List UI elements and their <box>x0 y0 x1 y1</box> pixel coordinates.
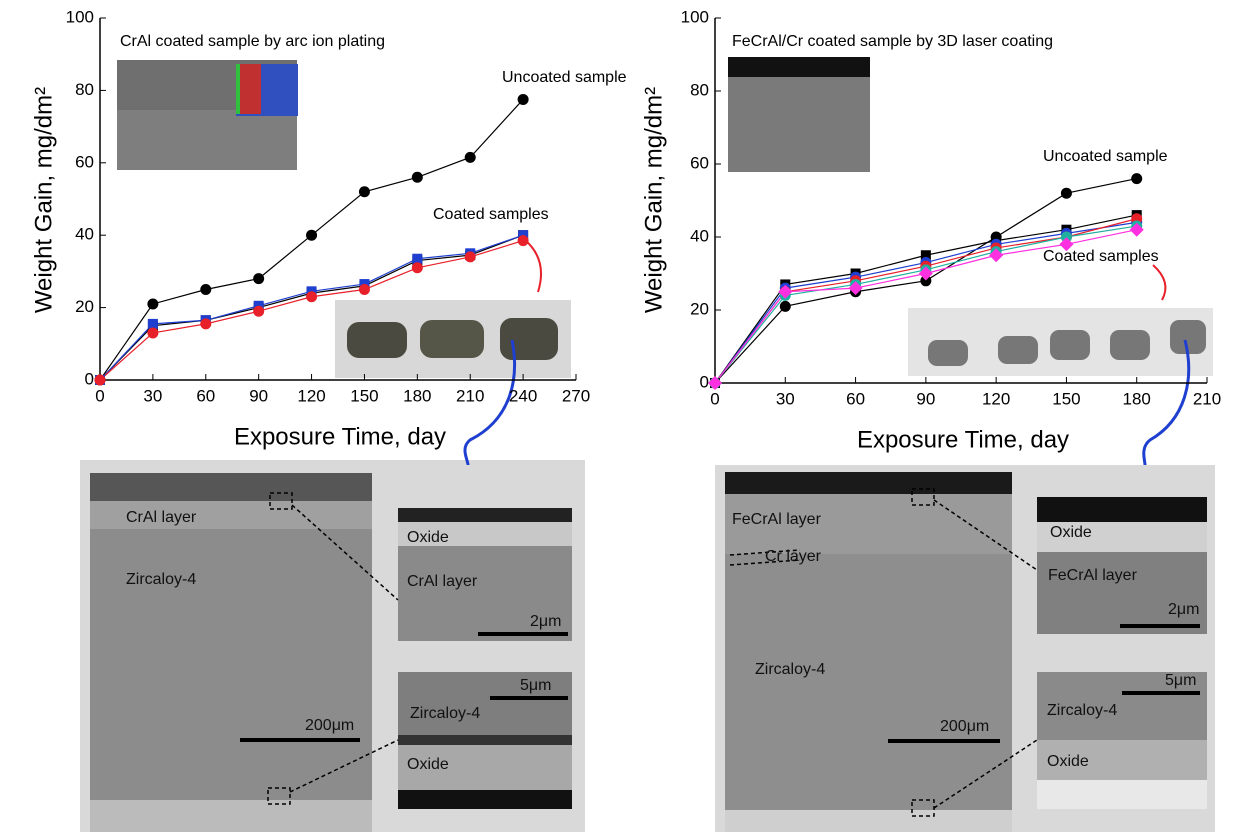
marker <box>517 235 529 247</box>
micrograph-label: Zircaloy-4 <box>755 661 825 678</box>
marker <box>848 281 863 296</box>
y-tick-label: 60 <box>690 153 709 172</box>
marker <box>200 318 212 330</box>
marker <box>920 250 931 261</box>
marker <box>920 275 932 287</box>
marker <box>412 253 423 264</box>
marker <box>464 251 476 263</box>
marker <box>1131 173 1143 185</box>
x-tick-label: 60 <box>846 389 865 408</box>
annotation: Uncoated sample <box>502 69 627 86</box>
marker <box>253 273 265 285</box>
micrograph-label: 2μm <box>530 613 561 630</box>
y-tick-label: 20 <box>690 299 709 318</box>
marker <box>147 298 159 310</box>
micrograph-panels <box>80 460 1215 832</box>
y-tick-label: 40 <box>75 225 94 244</box>
marker <box>517 93 529 105</box>
y-tick-label: 80 <box>75 80 94 99</box>
micrograph-label: Oxide <box>407 756 449 773</box>
x-tick-label: 30 <box>143 386 162 405</box>
marker <box>306 291 318 303</box>
x-tick-label: 240 <box>509 386 537 405</box>
micrograph-label: Oxide <box>1050 524 1092 541</box>
micrograph-label: 5μm <box>1165 672 1196 689</box>
arrows <box>463 239 1191 466</box>
x-tick-label: 90 <box>249 386 268 405</box>
micrograph-label: Oxide <box>407 529 449 546</box>
y-axis-label: Weight Gain, mg/dm² <box>640 87 667 313</box>
micrograph-label: Zircaloy-4 <box>1047 702 1117 719</box>
marker <box>1060 231 1072 243</box>
marker <box>1060 187 1072 199</box>
marker <box>1129 222 1144 237</box>
y-tick-label: 80 <box>690 80 709 99</box>
marker <box>358 186 370 198</box>
marker <box>94 374 106 386</box>
marker <box>358 284 370 295</box>
x-tick-label: 120 <box>297 386 325 405</box>
annotation: Uncoated sample <box>1043 148 1168 165</box>
marker <box>989 248 1004 263</box>
x-tick-label: 60 <box>196 386 215 405</box>
x-tick-label: 120 <box>982 389 1010 408</box>
marker <box>708 376 722 390</box>
inset-images <box>117 57 1213 378</box>
annotation: Coated samples <box>433 206 549 223</box>
x-tick-label: 0 <box>95 386 104 405</box>
x-tick-label: 30 <box>776 389 795 408</box>
marker <box>464 151 476 163</box>
micrograph-label: 200μm <box>305 717 354 734</box>
marker <box>306 229 318 241</box>
micrograph-label: 200μm <box>940 718 989 735</box>
marker <box>253 305 265 317</box>
y-tick-label: 40 <box>690 226 709 245</box>
marker <box>411 262 423 274</box>
marker <box>778 284 793 299</box>
marker <box>411 171 423 183</box>
micrograph-label: 2μm <box>1168 601 1199 618</box>
marker <box>147 327 159 339</box>
marker <box>1059 237 1074 252</box>
x-tick-label: 270 <box>562 386 590 405</box>
chart-title: CrAl coated sample by arc ion plating <box>120 33 385 50</box>
marker <box>147 318 158 329</box>
micrograph-label: Oxide <box>1047 753 1089 770</box>
y-tick-label: 0 <box>85 369 94 388</box>
micrograph-label: Zircaloy-4 <box>410 705 480 722</box>
marker <box>779 300 791 312</box>
y-tick-label: 0 <box>700 372 709 391</box>
micrograph-label: FeCrAl layer <box>732 511 822 528</box>
micrograph-label: Zircaloy-4 <box>126 571 196 588</box>
x-tick-label: 180 <box>403 386 431 405</box>
y-tick-label: 20 <box>75 297 94 316</box>
x-tick-label: 150 <box>1052 389 1080 408</box>
micrograph-label: 5μm <box>520 677 551 694</box>
micrograph-label: CrAl layer <box>126 509 197 526</box>
x-axis-label: Exposure Time, day <box>857 426 1069 453</box>
x-tick-label: 150 <box>350 386 378 405</box>
y-tick-label: 100 <box>66 7 94 26</box>
micrograph-label: Cr layer <box>765 548 822 565</box>
micrograph-label: CrAl layer <box>407 573 478 590</box>
x-tick-label: 210 <box>1193 389 1221 408</box>
marker <box>918 266 933 281</box>
chart-title: FeCrAl/Cr coated sample by 3D laser coat… <box>732 33 1053 50</box>
y-axis-label: Weight Gain, mg/dm² <box>30 87 57 313</box>
annotation: Coated samples <box>1043 248 1159 265</box>
x-axis-label: Exposure Time, day <box>234 423 446 450</box>
micrograph-label: FeCrAl layer <box>1048 567 1138 584</box>
x-tick-label: 210 <box>456 386 484 405</box>
x-tick-label: 180 <box>1123 389 1151 408</box>
x-tick-label: 90 <box>916 389 935 408</box>
x-tick-label: 0 <box>710 389 719 408</box>
y-tick-label: 100 <box>681 7 709 26</box>
marker <box>200 284 212 295</box>
y-tick-label: 60 <box>75 152 94 171</box>
